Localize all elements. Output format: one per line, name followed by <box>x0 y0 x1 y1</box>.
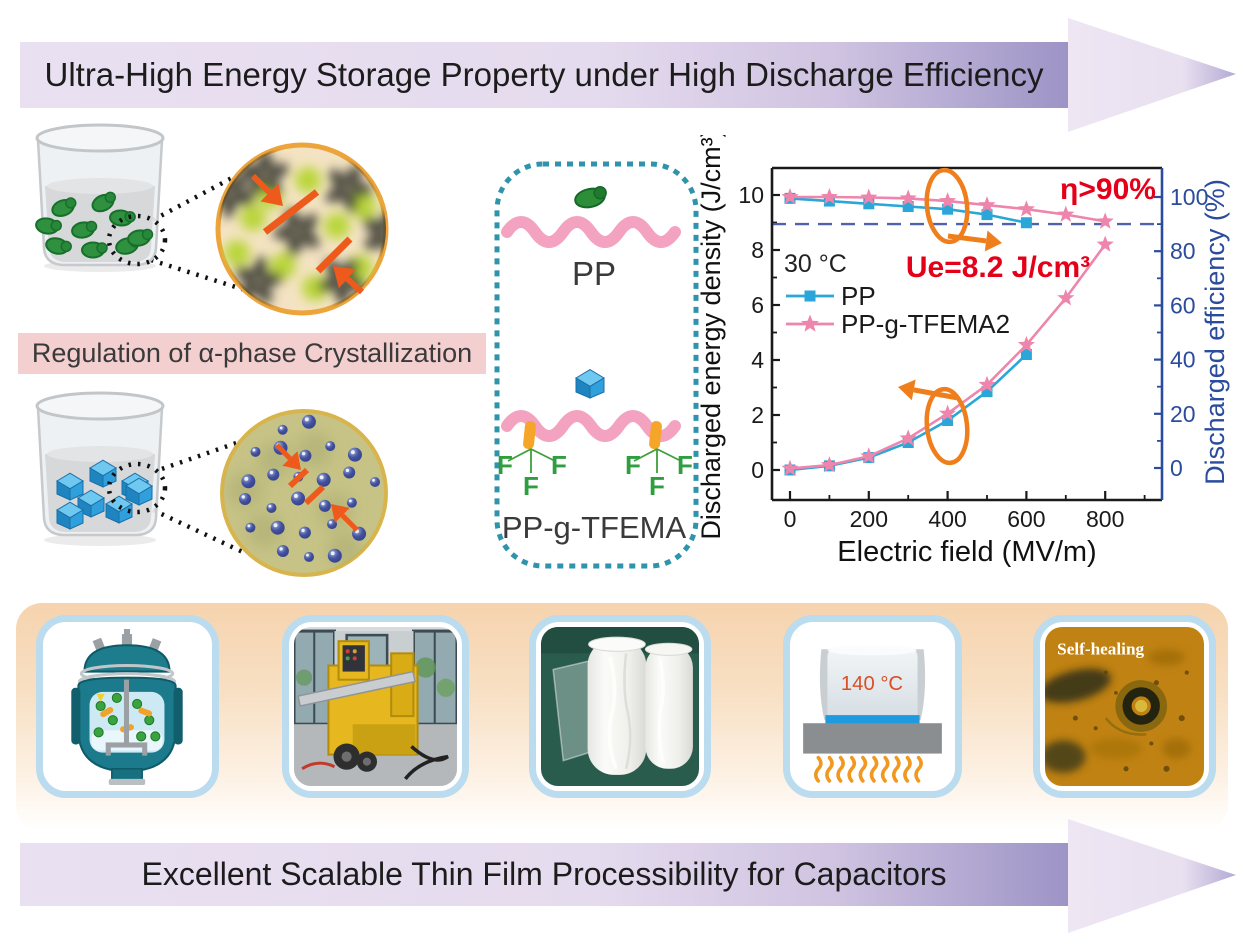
film-layer <box>825 715 920 725</box>
reactor-icon <box>48 627 207 786</box>
molecule-box: PP F F F F F F PP-g-TFEMA <box>494 161 699 569</box>
legend-ppg: PP-g-TFEMA2 <box>841 309 1010 339</box>
fluorine-label: F <box>523 471 539 501</box>
card-extruder <box>282 615 469 798</box>
pp-solution-illustration <box>35 123 389 316</box>
card-hot-press: 140 °C <box>783 615 962 798</box>
spherulite-zoom-circle <box>215 142 389 316</box>
green-monomer-particles <box>35 191 154 259</box>
svg-text:400: 400 <box>928 506 966 532</box>
press-temperature-label: 140 °C <box>841 673 903 695</box>
dispersion-zoom-circle <box>220 409 388 577</box>
svg-text:0: 0 <box>1170 455 1183 481</box>
svg-text:40: 40 <box>1170 347 1196 373</box>
fluorine-label: F <box>649 471 665 501</box>
regulation-banner: Regulation of α-phase Crystallization <box>18 333 486 374</box>
self-healing-label: Self-healing <box>1057 639 1144 658</box>
svg-text:6: 6 <box>751 292 764 318</box>
film-rolls-photo <box>541 627 699 786</box>
zoom-source-circle <box>106 213 168 267</box>
energy-highlight-ellipse <box>924 386 970 466</box>
crystal-size-marks <box>275 443 359 532</box>
card-reactor <box>36 615 219 798</box>
ue-annotation: Ue=8.2 J/cm³ <box>906 251 1090 284</box>
top-banner-label: Ultra-High Energy Storage Property under… <box>44 56 1044 93</box>
graft-site-icon <box>507 421 682 473</box>
x-axis-label: Electric field (MV/m) <box>837 536 1096 568</box>
fluorine-label: F <box>551 450 567 480</box>
ppg-solution-illustration <box>35 391 388 577</box>
top-banner-arrowhead-icon <box>1068 18 1236 132</box>
zoom-source-circle <box>106 461 168 515</box>
green-monomer-icon <box>574 186 607 209</box>
dotted-connector-lines <box>150 170 246 293</box>
svg-text:200: 200 <box>850 506 888 532</box>
self-healing-micrograph: Self-healing <box>1045 627 1204 786</box>
svg-text:10: 10 <box>738 182 764 208</box>
legend-markers <box>786 290 834 332</box>
regulation-label: Regulation of α-phase Crystallization <box>31 338 473 368</box>
svg-text:0: 0 <box>751 457 764 483</box>
svg-text:8: 8 <box>751 237 764 263</box>
efficiency-annotation: η>90% <box>1060 173 1156 206</box>
efficiency-highlight-ellipse <box>924 167 970 245</box>
svg-text:600: 600 <box>1007 506 1045 532</box>
legend-pp: PP <box>841 281 876 311</box>
hot-plate <box>803 723 942 754</box>
spherulite-size-marks <box>250 173 365 295</box>
svg-text:20: 20 <box>1170 401 1196 427</box>
bottom-banner-arrowhead-icon <box>1068 819 1236 933</box>
dashed-border <box>494 161 699 569</box>
extruder-photo <box>294 627 457 786</box>
blue-crystal-icon <box>575 369 605 399</box>
card-film-rolls <box>529 615 711 798</box>
beaker-pp-icon <box>35 123 165 272</box>
card-self-healing: Self-healing <box>1033 615 1216 798</box>
pp-label: PP <box>572 255 616 292</box>
fluorine-label: F <box>625 450 641 480</box>
ppg-label: PP-g-TFEMA <box>502 510 687 545</box>
pp-chain-icon <box>501 216 681 248</box>
y-left-axis-label: Discharged energy density (J/cm³) <box>700 135 726 540</box>
svg-text:60: 60 <box>1170 292 1196 318</box>
top-banner: Ultra-High Energy Storage Property under… <box>20 42 1068 108</box>
svg-text:0: 0 <box>784 506 797 532</box>
heat-waves-icon <box>814 755 923 783</box>
bottom-banner: Excellent Scalable Thin Film Processibil… <box>20 843 1068 906</box>
hot-press-icon: 140 °C <box>795 627 950 786</box>
dotted-connector-lines <box>152 437 248 557</box>
blue-crystal-particles <box>56 459 153 530</box>
axis-pointer-arrows <box>898 230 1002 401</box>
fluorine-label: F <box>497 450 513 480</box>
y-right-axis-label: Discharged efficiency (%) <box>1200 179 1230 485</box>
temperature-annotation: 30 °C <box>784 250 847 278</box>
svg-text:2: 2 <box>751 402 764 428</box>
svg-text:100: 100 <box>1170 184 1208 210</box>
svg-text:4: 4 <box>751 347 764 373</box>
svg-text:800: 800 <box>1086 506 1124 532</box>
beaker-ppg-icon <box>35 391 165 546</box>
bottom-banner-label: Excellent Scalable Thin Film Processibil… <box>141 856 947 892</box>
fluorine-label: F <box>677 450 693 480</box>
svg-text:80: 80 <box>1170 238 1196 264</box>
